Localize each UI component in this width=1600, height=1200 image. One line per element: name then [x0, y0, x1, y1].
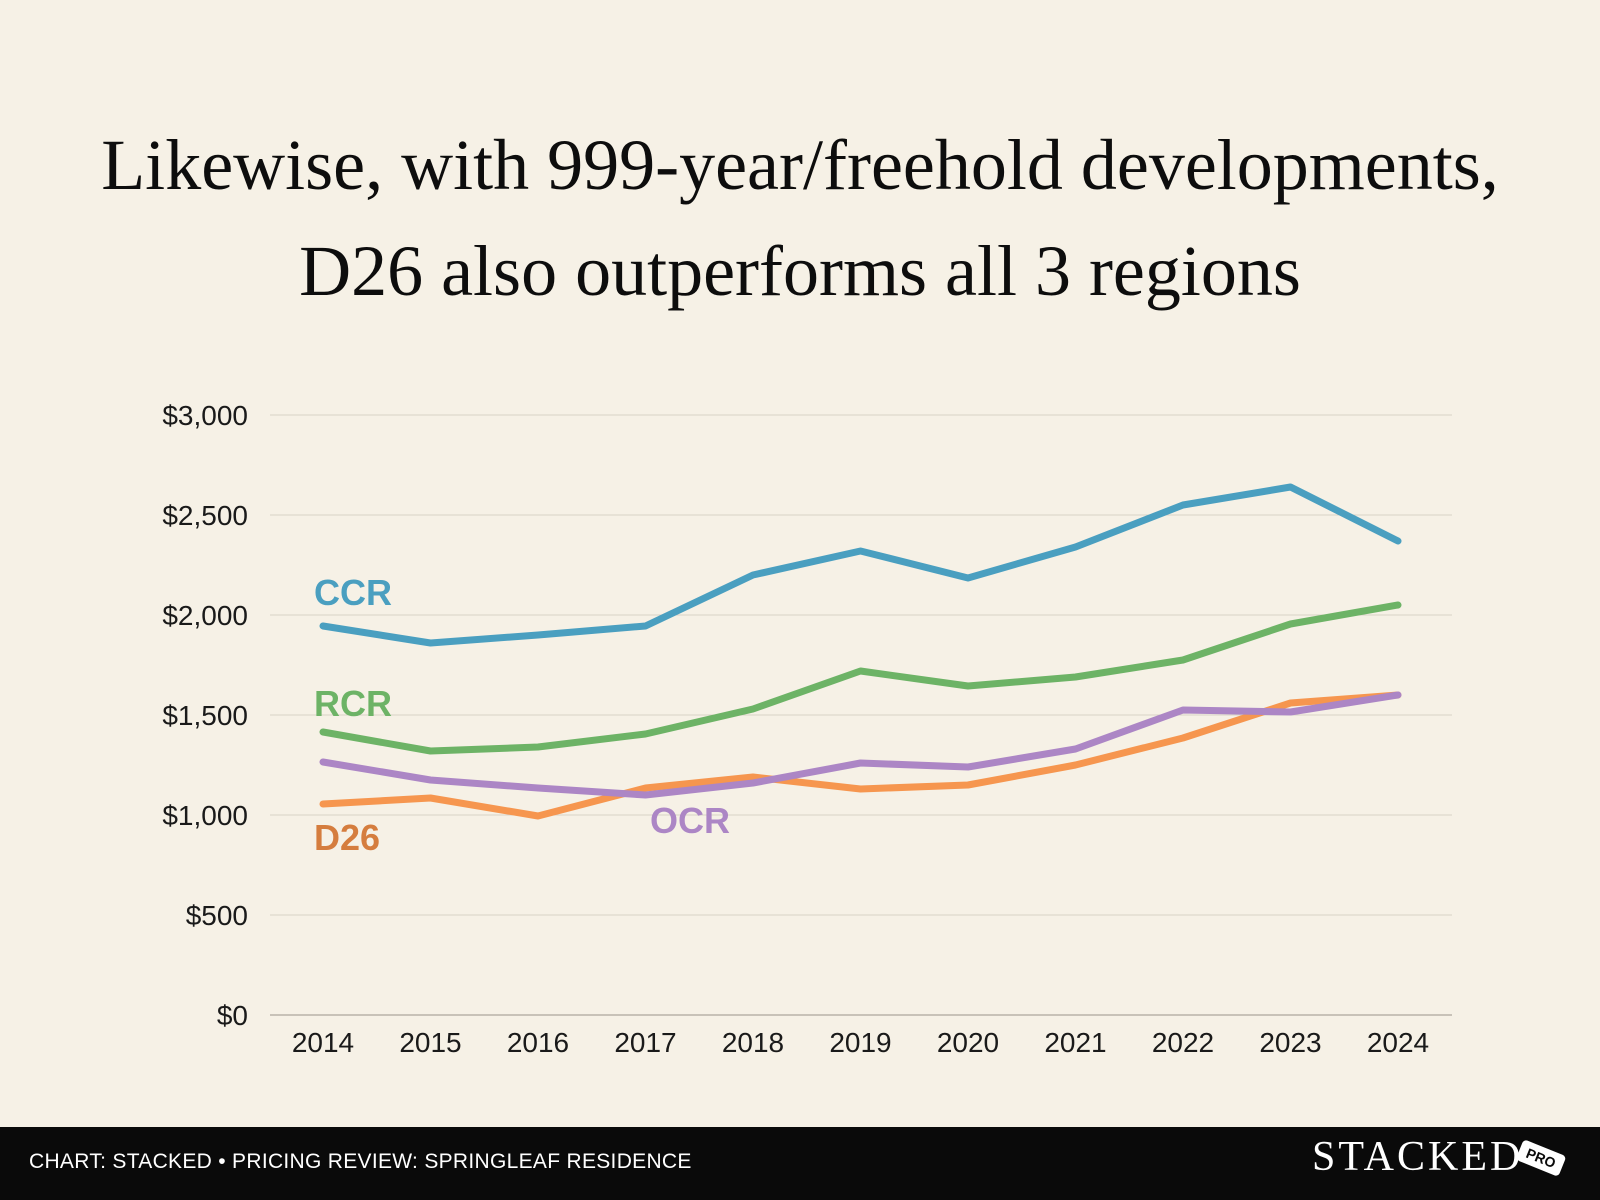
y-tick-label: $3,000 [162, 400, 248, 431]
series-label-rcr: RCR [314, 683, 392, 724]
x-tick-label: 2016 [507, 1027, 569, 1058]
brand-logo: STACKED [1312, 1134, 1524, 1180]
x-tick-label: 2017 [614, 1027, 676, 1058]
series-label-ocr: OCR [650, 800, 730, 841]
y-tick-label: $2,500 [162, 500, 248, 531]
x-tick-label: 2021 [1044, 1027, 1106, 1058]
x-tick-label: 2022 [1152, 1027, 1214, 1058]
y-tick-label: $0 [217, 1000, 248, 1031]
chart-title: Likewise, with 999-year/freehold develop… [101, 125, 1499, 311]
y-axis-ticks: $0 $500 $1,000 $1,500 $2,000 $2,500 $3,000 [162, 400, 248, 1031]
series-label-d26: D26 [314, 817, 380, 858]
series-line-ccr [319, 483, 1402, 647]
series-line-rcr [319, 601, 1402, 755]
x-tick-label: 2020 [937, 1027, 999, 1058]
series-line-ocr [319, 691, 1402, 799]
x-tick-label: 2014 [292, 1027, 354, 1058]
y-tick-label: $500 [186, 900, 248, 931]
x-axis-ticks: 2014 2015 2016 2017 2018 2019 2020 2021 2022 2023… [292, 1027, 1429, 1058]
series-line-d26 [319, 691, 1402, 820]
footer-bar: CHART: STACKED • PRICING REVIEW: SPRINGL… [0, 1127, 1600, 1200]
x-tick-label: 2023 [1259, 1027, 1321, 1058]
x-tick-label: 2019 [829, 1027, 891, 1058]
series-labels: CCR RCR OCR D26 [314, 572, 730, 858]
y-tick-label: $1,000 [162, 800, 248, 831]
y-tick-label: $1,500 [162, 700, 248, 731]
chart-source: CHART: STACKED • PRICING REVIEW: SPRINGL… [29, 1150, 692, 1173]
series-label-ccr: CCR [314, 572, 392, 613]
line-chart: $0 $500 $1,000 $1,500 $2,000 $2,500 $3,000 201… [162, 400, 1452, 1058]
x-tick-label: 2024 [1367, 1027, 1429, 1058]
x-tick-label: 2018 [722, 1027, 784, 1058]
series-lines [319, 483, 1402, 820]
y-tick-label: $2,000 [162, 600, 248, 631]
x-tick-label: 2015 [399, 1027, 461, 1058]
